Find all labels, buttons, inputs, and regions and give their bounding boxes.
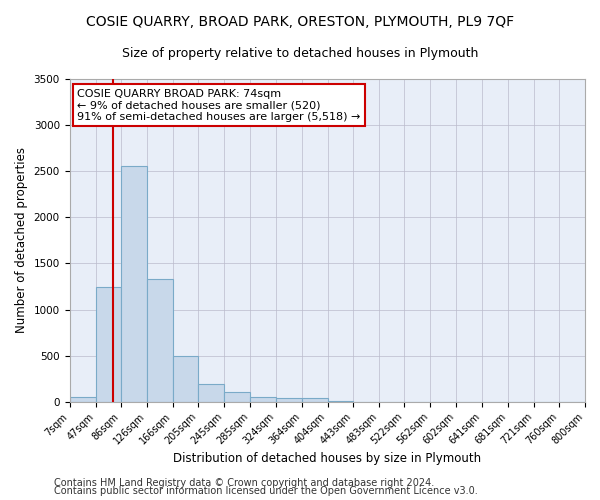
Text: COSIE QUARRY, BROAD PARK, ORESTON, PLYMOUTH, PL9 7QF: COSIE QUARRY, BROAD PARK, ORESTON, PLYMO… — [86, 15, 514, 29]
Bar — [224, 392, 250, 402]
Text: Contains HM Land Registry data © Crown copyright and database right 2024.: Contains HM Land Registry data © Crown c… — [54, 478, 434, 488]
Bar — [198, 384, 224, 402]
Bar — [302, 398, 328, 402]
Bar — [147, 279, 173, 402]
Bar — [275, 398, 302, 402]
Text: Size of property relative to detached houses in Plymouth: Size of property relative to detached ho… — [122, 48, 478, 60]
Text: Contains public sector information licensed under the Open Government Licence v3: Contains public sector information licen… — [54, 486, 478, 496]
Bar — [250, 397, 275, 402]
X-axis label: Distribution of detached houses by size in Plymouth: Distribution of detached houses by size … — [173, 452, 481, 465]
Bar — [121, 166, 147, 402]
Bar — [95, 288, 121, 402]
Text: COSIE QUARRY BROAD PARK: 74sqm
← 9% of detached houses are smaller (520)
91% of : COSIE QUARRY BROAD PARK: 74sqm ← 9% of d… — [77, 88, 361, 122]
Bar — [70, 397, 95, 402]
Bar — [173, 356, 198, 402]
Y-axis label: Number of detached properties: Number of detached properties — [15, 148, 28, 334]
